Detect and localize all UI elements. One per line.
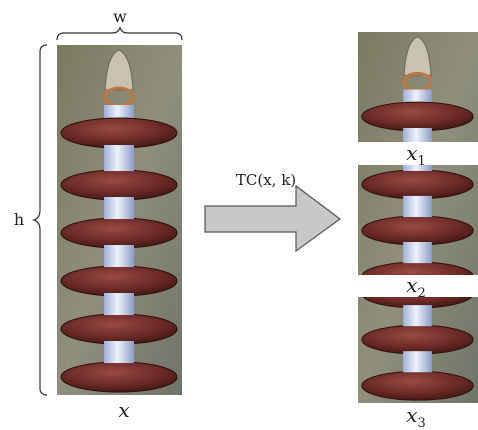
crop-caption: x1 [406, 141, 426, 169]
width-label: w [113, 7, 127, 26]
crop-name: x [406, 141, 417, 165]
arrow [205, 186, 340, 251]
diagram: w h x TC(x, k) x1 x2 x3 [0, 0, 478, 430]
original-image [57, 45, 182, 395]
crop-caption: x3 [406, 403, 426, 430]
crop-caption: x2 [406, 273, 426, 301]
height-brace [34, 45, 47, 395]
arrow-label: TC(x, k) [236, 171, 296, 189]
crop-subscript: 1 [418, 154, 426, 169]
height-label: h [14, 210, 24, 229]
crop-subscript: 2 [418, 286, 426, 301]
original-caption: x [118, 398, 129, 422]
crop-name: x [406, 273, 417, 297]
width-brace [57, 27, 182, 40]
crop-subscript: 3 [418, 416, 426, 430]
crop-name: x [406, 403, 417, 427]
